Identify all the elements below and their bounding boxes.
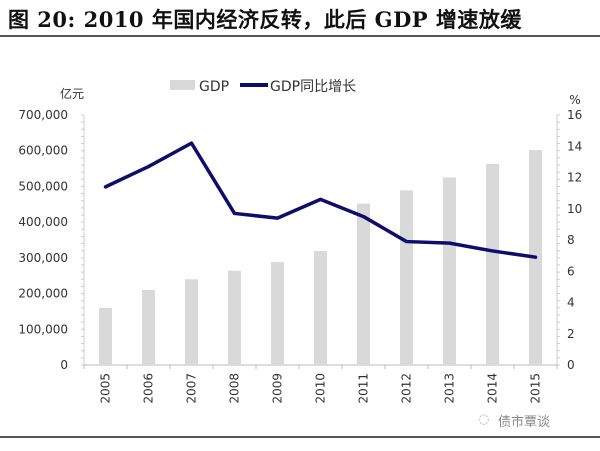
wechat-icon: ◌ <box>478 412 490 427</box>
gdp-bar <box>99 307 112 365</box>
x-tick-label: 2014 <box>486 373 500 404</box>
legend-growth-label: GDP同比增长 <box>270 79 356 95</box>
gdp-bar <box>443 177 456 365</box>
gdp-bar <box>400 190 413 365</box>
left-tick-label: 300,000 <box>18 251 68 265</box>
left-tick-label: 100,000 <box>18 322 68 336</box>
gdp-bar <box>486 163 499 365</box>
left-tick-label: 500,000 <box>18 179 68 193</box>
right-tick-label: 14 <box>567 139 582 153</box>
gdp-bar <box>357 203 370 365</box>
x-tick-label: 2008 <box>228 373 242 404</box>
right-tick-label: 10 <box>567 202 582 216</box>
right-tick-label: 16 <box>567 108 582 122</box>
left-tick-label: 200,000 <box>18 287 68 301</box>
title-divider <box>0 35 600 37</box>
x-tick-label: 2015 <box>529 373 543 404</box>
x-tick-label: 2005 <box>99 373 113 404</box>
gdp-growth-line <box>103 141 538 259</box>
right-tick-label: 6 <box>567 264 575 278</box>
gdp-bar <box>228 270 241 365</box>
x-tick-label: 2009 <box>271 373 285 404</box>
x-tick-label: 2013 <box>443 373 457 404</box>
right-tick-label: 12 <box>567 171 582 185</box>
right-tick-label: 2 <box>567 327 575 341</box>
left-tick-label: 700,000 <box>18 108 68 122</box>
bottom-divider <box>0 436 600 438</box>
x-tick-label: 2006 <box>142 373 156 404</box>
right-tick-label: 8 <box>567 233 575 247</box>
legend-gdp-label: GDP <box>199 79 229 95</box>
right-axis-unit: % <box>569 93 580 107</box>
gdp-bar <box>271 262 284 365</box>
gdp-bar <box>314 251 327 365</box>
right-tick-label: 0 <box>567 358 575 372</box>
gdp-bar <box>185 279 198 365</box>
watermark: 债市覃谈 <box>498 415 551 430</box>
left-tick-label: 400,000 <box>18 215 68 229</box>
left-tick-label: 600,000 <box>18 144 68 158</box>
x-tick-label: 2010 <box>314 373 328 404</box>
left-tick-label: 0 <box>60 358 68 372</box>
x-tick-label: 2007 <box>185 373 199 404</box>
x-tick-label: 2012 <box>400 373 414 404</box>
gdp-bar <box>142 290 155 365</box>
right-tick-label: 4 <box>567 296 575 310</box>
figure-title: 图 20: 2010 年国内经济反转，此后 GDP 增速放缓 <box>8 7 522 32</box>
left-axis-unit: 亿元 <box>60 86 84 101</box>
x-tick-label: 2011 <box>357 373 371 404</box>
legend-gdp-swatch <box>170 80 195 90</box>
